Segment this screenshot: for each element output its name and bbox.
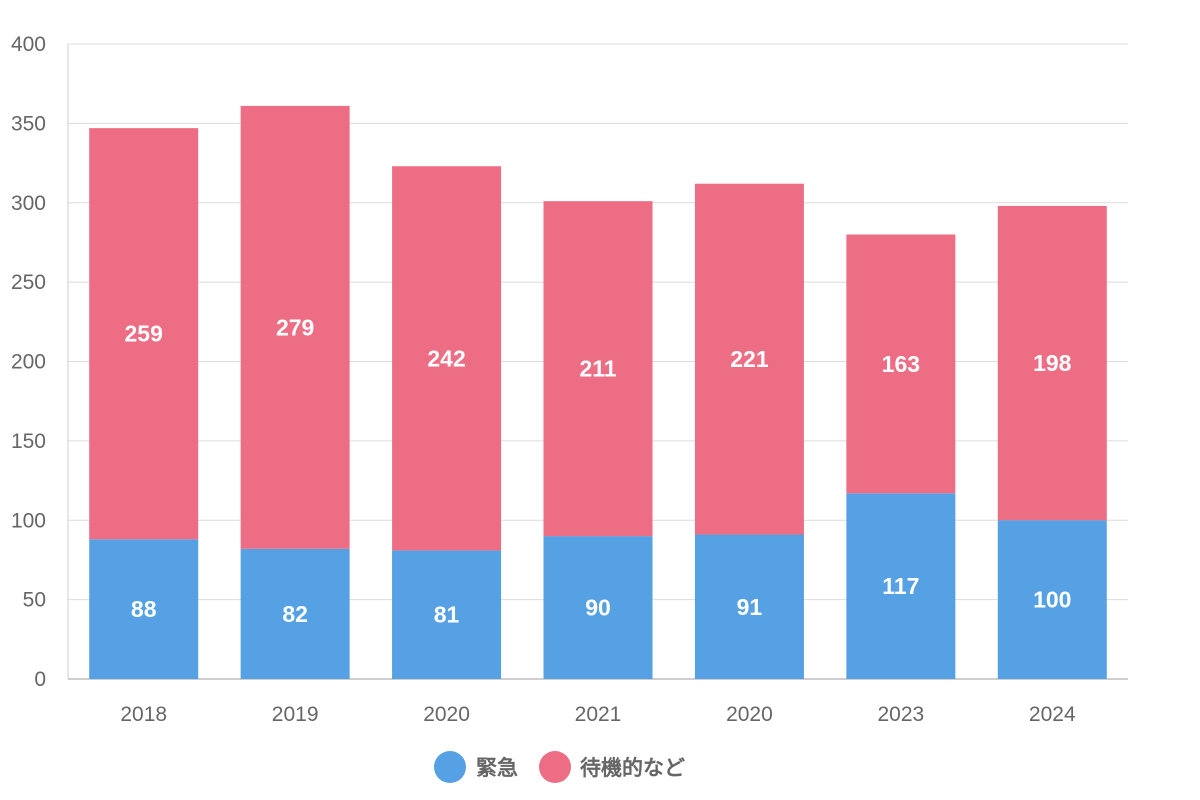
bar-segment <box>846 234 956 494</box>
bar-segment <box>694 534 804 679</box>
x-tick-label: 2019 <box>272 703 319 726</box>
bar-segment <box>89 539 199 679</box>
y-tick-label: 50 <box>23 589 46 612</box>
bars: 88 259 82 279 81 242 90 211 91 221 117 163 100 198 <box>89 105 1107 679</box>
x-tick-label: 2024 <box>1029 703 1076 726</box>
bar-value-label: 221 <box>730 346 769 372</box>
y-tick-label: 350 <box>11 112 46 135</box>
bar-value-label: 81 <box>434 602 460 628</box>
y-tick-label: 400 <box>11 33 46 56</box>
legend-swatch <box>434 751 466 783</box>
legend-label: 緊急 <box>476 756 518 780</box>
bar-segment <box>694 183 804 535</box>
bar-segment <box>240 105 350 549</box>
bar-segment <box>846 493 956 679</box>
bar-value-label: 242 <box>427 345 465 371</box>
legend-label: 待機的など <box>580 756 685 780</box>
x-tick-label: 2020 <box>423 703 470 726</box>
bar-value-label: 90 <box>585 595 611 621</box>
bar-segment <box>392 166 502 551</box>
x-axis: 2018 2019 2020 2021 2020 2023 2024 <box>120 703 1076 726</box>
bar-segment <box>997 520 1107 679</box>
bar-segment <box>997 205 1107 521</box>
bar-value-label: 198 <box>1033 350 1072 376</box>
x-tick-label: 2021 <box>575 703 622 726</box>
x-tick-label: 2020 <box>726 703 773 726</box>
bar-value-label: 88 <box>131 596 157 622</box>
bar-value-label: 163 <box>882 351 920 377</box>
bar-value-label: 117 <box>882 573 919 599</box>
y-tick-label: 300 <box>11 192 46 215</box>
y-tick-label: 0 <box>34 668 46 691</box>
bar-value-label: 91 <box>737 594 763 620</box>
x-tick-label: 2018 <box>120 703 167 726</box>
bar-value-label: 259 <box>125 321 163 347</box>
bar-segment <box>240 548 350 679</box>
y-tick-label: 250 <box>11 271 46 294</box>
y-tick-label: 100 <box>11 509 46 532</box>
bar-value-label: 82 <box>282 601 308 627</box>
bar-value-label: 100 <box>1033 587 1071 613</box>
legend: 緊急 待機的など <box>434 751 685 783</box>
y-tick-label: 150 <box>11 430 46 453</box>
bar-segment <box>543 536 653 679</box>
bar-value-label: 279 <box>276 314 314 340</box>
bar-segment <box>543 201 653 537</box>
x-tick-label: 2023 <box>877 703 924 726</box>
y-tick-label: 200 <box>11 351 46 374</box>
bar-segment <box>89 128 199 540</box>
bar-value-label: 211 <box>579 356 616 382</box>
bar-segment <box>392 550 502 679</box>
legend-swatch <box>539 751 571 783</box>
